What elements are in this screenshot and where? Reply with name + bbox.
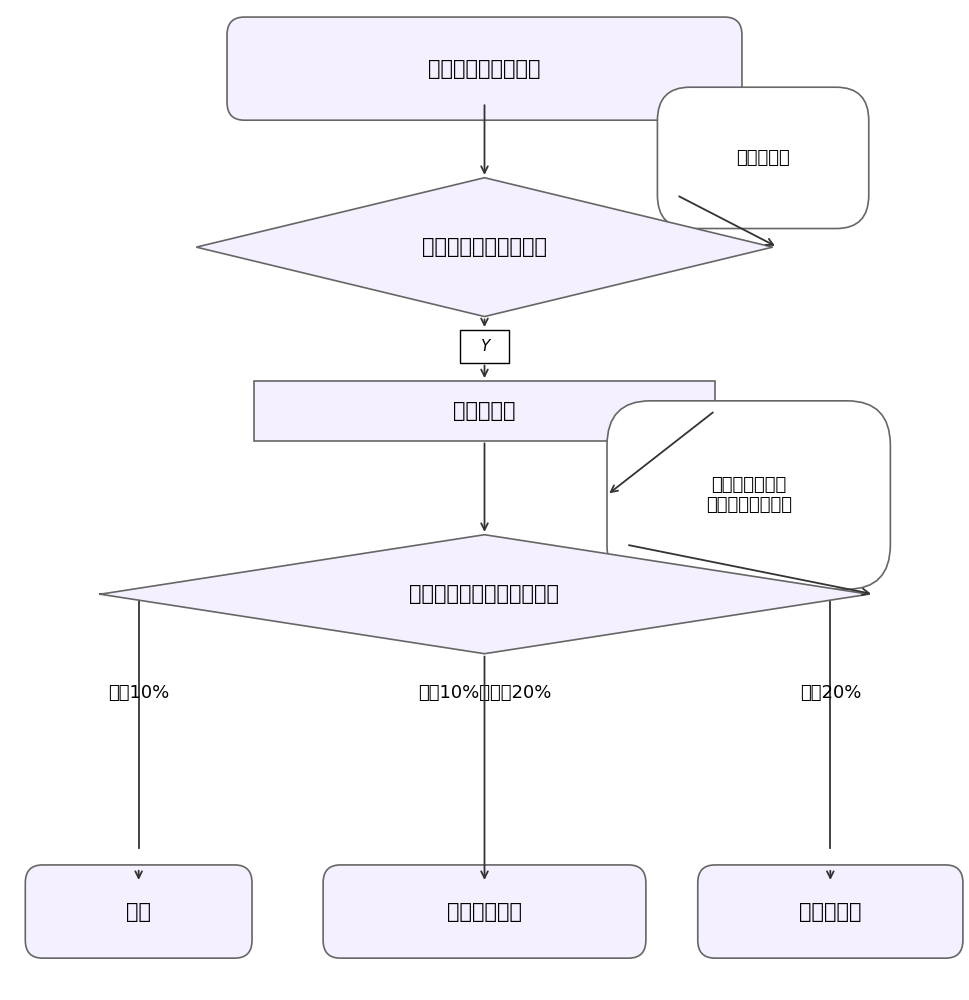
Text: 应当引起注意: 应当引起注意 (447, 902, 522, 922)
Text: 实时测量蓄电池电压: 实时测量蓄电池电压 (428, 59, 541, 79)
FancyBboxPatch shape (25, 865, 252, 958)
Polygon shape (100, 535, 869, 654)
Bar (460, 330, 509, 363)
Text: 设定电压值: 设定电压值 (736, 149, 790, 167)
FancyBboxPatch shape (657, 87, 869, 229)
Text: 健康: 健康 (126, 902, 151, 922)
Text: 内电阻值标定值
内电阻标定值曲线: 内电阻值标定值 内电阻标定值曲线 (705, 476, 792, 514)
Text: 上穿或下穿设定电压值: 上穿或下穿设定电压值 (422, 237, 547, 257)
Text: Y: Y (480, 339, 489, 354)
Text: 需及时更换: 需及时更换 (799, 902, 861, 922)
Polygon shape (197, 178, 772, 317)
Bar (254, 381, 715, 440)
FancyBboxPatch shape (323, 865, 646, 958)
Text: 内电阻测量: 内电阻测量 (453, 401, 516, 421)
FancyBboxPatch shape (698, 865, 963, 958)
Text: 大于20%: 大于20% (799, 684, 861, 702)
Text: 小于10%: 小于10% (108, 684, 170, 702)
FancyBboxPatch shape (607, 401, 891, 589)
Text: 大于10%而小于20%: 大于10%而小于20% (418, 684, 551, 702)
Text: 内电阻值与标定值曲线偏差: 内电阻值与标定值曲线偏差 (410, 584, 559, 604)
FancyBboxPatch shape (227, 17, 742, 120)
